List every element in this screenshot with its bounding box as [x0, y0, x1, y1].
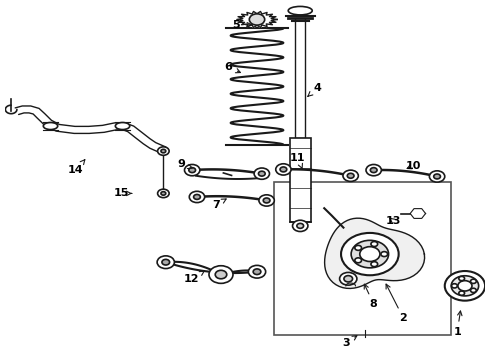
Circle shape: [445, 271, 485, 301]
Text: 6: 6: [224, 62, 241, 73]
Circle shape: [263, 198, 270, 203]
Text: 2: 2: [386, 284, 407, 323]
Text: 10: 10: [405, 161, 421, 171]
Ellipse shape: [288, 6, 312, 15]
Circle shape: [459, 276, 465, 281]
Polygon shape: [410, 209, 425, 219]
Circle shape: [451, 276, 479, 296]
Circle shape: [343, 170, 358, 181]
Circle shape: [355, 246, 362, 250]
Text: 3: 3: [342, 336, 357, 348]
Circle shape: [258, 171, 265, 176]
Circle shape: [158, 189, 169, 198]
Circle shape: [340, 273, 357, 285]
Circle shape: [189, 168, 196, 172]
Circle shape: [161, 192, 166, 195]
Text: 12: 12: [183, 271, 204, 284]
Circle shape: [162, 259, 170, 265]
Circle shape: [360, 247, 380, 261]
Circle shape: [194, 194, 200, 199]
Circle shape: [347, 173, 354, 178]
Bar: [295, 18, 305, 138]
Circle shape: [366, 165, 381, 176]
Circle shape: [458, 281, 472, 291]
Ellipse shape: [115, 122, 130, 130]
Circle shape: [370, 168, 377, 172]
Circle shape: [351, 240, 389, 268]
Circle shape: [459, 291, 465, 295]
Bar: [274, 182, 451, 335]
Circle shape: [434, 174, 441, 179]
Text: 5: 5: [233, 20, 251, 30]
Text: 14: 14: [68, 160, 85, 175]
Circle shape: [189, 191, 205, 203]
Circle shape: [297, 224, 304, 228]
Circle shape: [215, 270, 227, 279]
Text: 15: 15: [113, 188, 132, 198]
Circle shape: [341, 233, 399, 275]
Circle shape: [293, 220, 308, 231]
Text: 4: 4: [308, 83, 321, 96]
Circle shape: [248, 265, 266, 278]
Circle shape: [470, 288, 476, 292]
Circle shape: [157, 256, 174, 269]
Text: 11: 11: [290, 153, 306, 168]
Circle shape: [280, 167, 287, 172]
Text: 1: 1: [453, 311, 462, 337]
Text: 13: 13: [385, 216, 401, 226]
Circle shape: [371, 242, 378, 247]
Circle shape: [429, 171, 445, 182]
Polygon shape: [237, 12, 277, 27]
Circle shape: [344, 276, 353, 282]
Circle shape: [452, 284, 457, 288]
Ellipse shape: [43, 122, 58, 130]
Circle shape: [259, 195, 274, 206]
Circle shape: [371, 262, 378, 267]
Text: 8: 8: [364, 284, 378, 309]
Text: 7: 7: [212, 199, 226, 210]
Polygon shape: [324, 218, 425, 288]
Circle shape: [470, 279, 476, 283]
Circle shape: [276, 164, 291, 175]
Circle shape: [254, 168, 270, 179]
Circle shape: [381, 252, 388, 257]
Polygon shape: [15, 106, 166, 153]
Circle shape: [249, 14, 265, 25]
Text: 9: 9: [178, 159, 192, 169]
Circle shape: [209, 266, 233, 283]
Circle shape: [355, 258, 362, 263]
Circle shape: [158, 147, 169, 155]
Circle shape: [185, 165, 200, 176]
Bar: [290, 138, 311, 222]
Circle shape: [253, 269, 261, 275]
Circle shape: [161, 149, 166, 153]
